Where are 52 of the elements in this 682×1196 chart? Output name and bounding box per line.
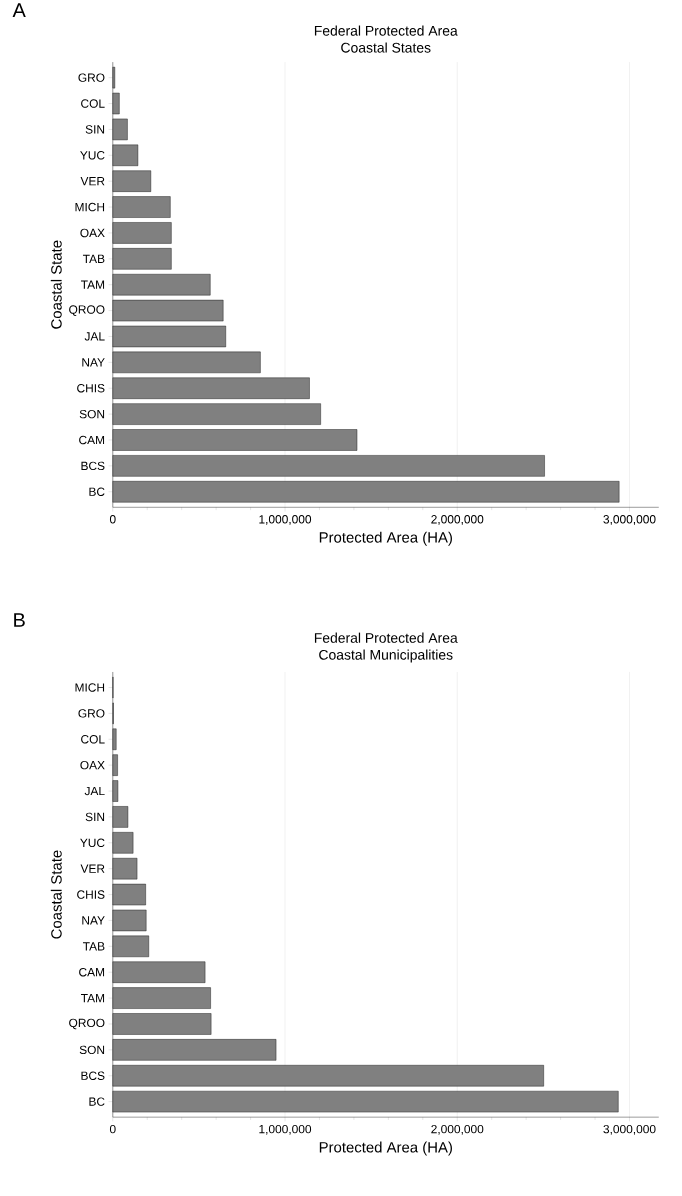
x-axis-title: Protected Area (HA): [319, 531, 453, 546]
x-tick-label: 3,000,000: [603, 1124, 656, 1135]
chart-title: Federal Protected Area: [315, 632, 458, 643]
y-axis-title: Coastal State: [50, 850, 62, 939]
y-tick-label: NAY: [82, 916, 105, 925]
y-tick-label: CHIS: [77, 384, 105, 393]
y-tick-label: SON: [79, 1045, 105, 1055]
y-tick-label: MICH: [75, 683, 105, 692]
x-tick-label: 2,000,000: [431, 1124, 484, 1135]
x-tick-label: 2,000,000: [431, 515, 484, 525]
y-axis-title: Coastal State: [50, 240, 62, 329]
y-tick-label: JAL: [84, 786, 105, 796]
y-tick-label: CHIS: [77, 890, 105, 899]
x-tick-label: 1,000,000: [259, 515, 312, 525]
y-tick-label: TAB: [83, 942, 105, 951]
y-tick-label: TAB: [83, 254, 105, 263]
y-tick-label: BCS: [81, 1071, 105, 1080]
y-tick-label: QROO: [69, 1018, 105, 1030]
x-axis-title: Protected Area (HA): [319, 1141, 453, 1156]
text: B: [14, 613, 25, 627]
y-tick-label: TAM: [81, 280, 105, 289]
x-tick-label: 1,000,000: [259, 1124, 312, 1135]
y-tick-label: GRO: [78, 709, 105, 718]
x-tick-label: 3,000,000: [603, 515, 656, 525]
y-tick-label: NAY: [82, 358, 105, 367]
y-tick-label: VER: [80, 177, 105, 186]
chart-title: Federal Protected Area: [315, 25, 458, 36]
y-tick-label: BC: [89, 1097, 105, 1106]
y-tick-label: JAL: [84, 332, 105, 341]
chart-subtitle: Coastal Municipalities: [319, 649, 453, 663]
y-tick-label: QROO: [69, 305, 105, 316]
y-tick-label: GRO: [78, 73, 105, 82]
y-tick-label: YUC: [80, 838, 105, 848]
y-tick-label: BCS: [81, 461, 105, 471]
y-tick-label: TAM: [81, 993, 105, 1003]
y-tick-label: VER: [80, 864, 105, 873]
y-tick-label: COL: [81, 735, 105, 744]
y-tick-label: SIN: [85, 125, 105, 134]
y-tick-label: MICH: [75, 202, 105, 212]
y-tick-label: YUC: [80, 151, 105, 160]
x-tick-label: 0: [110, 515, 116, 524]
chart-subtitle: Coastal States: [341, 42, 431, 53]
y-tick-label: COL: [81, 99, 105, 108]
y-tick-label: OAX: [80, 760, 105, 770]
y-tick-label: CAM: [79, 435, 105, 445]
y-tick-label: CAM: [79, 967, 105, 977]
x-tick-label: 0: [110, 1124, 116, 1134]
text: A: [12, 3, 26, 17]
y-tick-label: SIN: [85, 812, 105, 822]
y-tick-label: BC: [89, 487, 105, 496]
y-tick-label: SON: [79, 409, 105, 419]
y-tick-label: OAX: [80, 228, 105, 238]
